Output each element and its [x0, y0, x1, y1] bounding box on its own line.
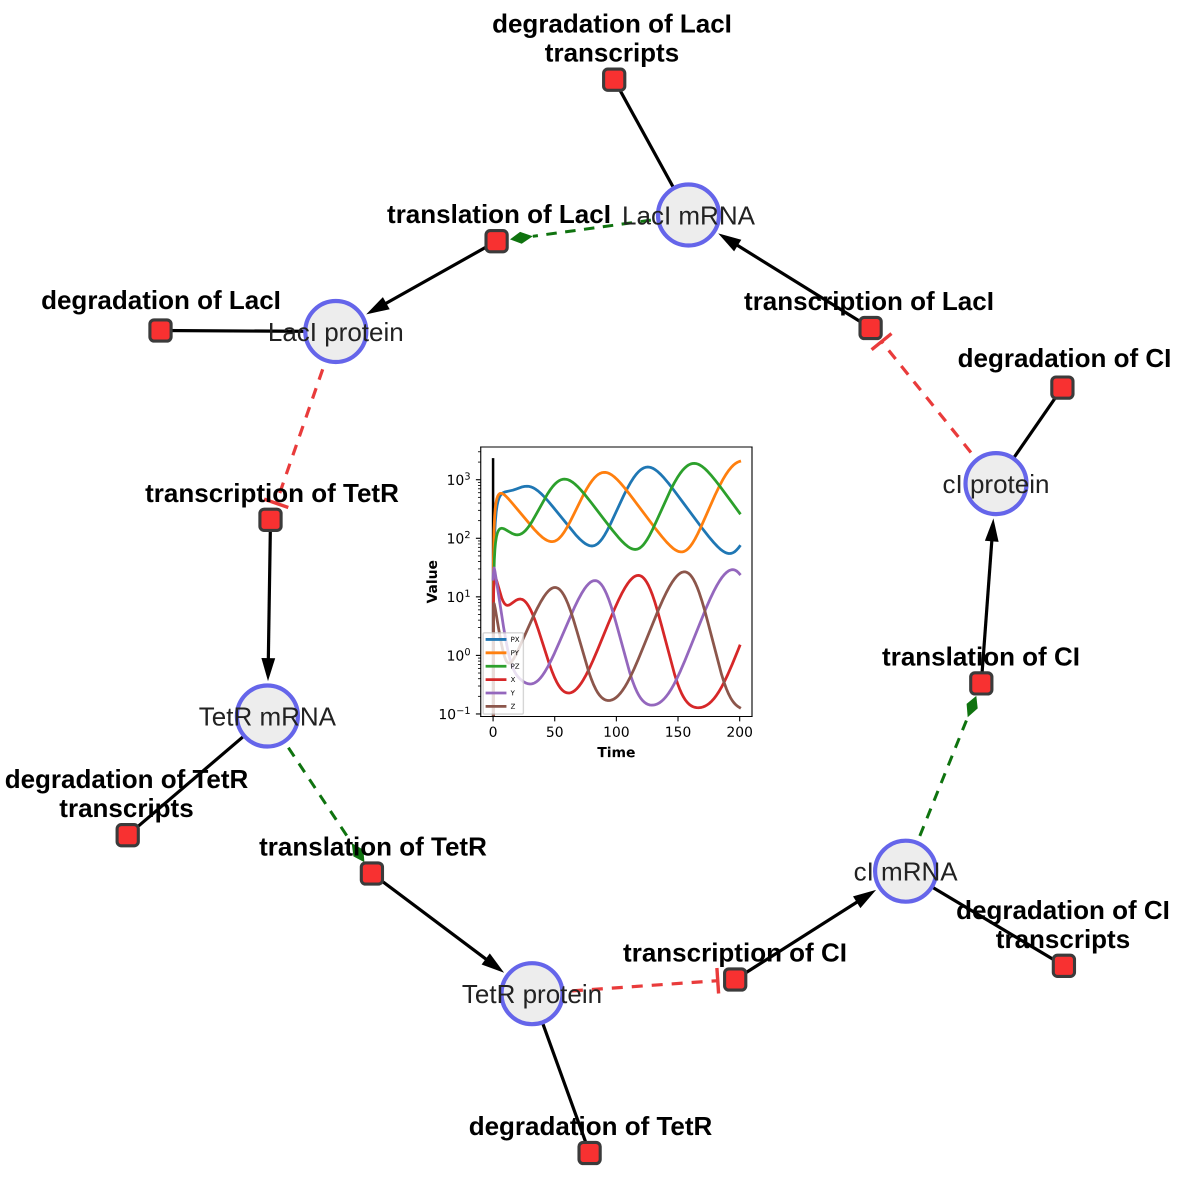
svg-text:translation of LacI: translation of LacI: [387, 199, 611, 229]
svg-text:degradation of TetR: degradation of TetR: [5, 764, 249, 794]
svg-text:translation of TetR: translation of TetR: [259, 832, 487, 862]
svg-text:transcripts: transcripts: [545, 38, 679, 68]
svg-text:transcription of CI: transcription of CI: [623, 938, 847, 968]
svg-text:TetR mRNA: TetR mRNA: [199, 702, 337, 732]
svg-text:cI protein: cI protein: [943, 469, 1050, 499]
svg-text:LacI protein: LacI protein: [268, 317, 404, 347]
svg-text:degradation of CI: degradation of CI: [956, 895, 1170, 925]
svg-text:translation of CI: translation of CI: [882, 641, 1080, 671]
svg-text:cI mRNA: cI mRNA: [854, 857, 959, 887]
svg-text:LacI mRNA: LacI mRNA: [622, 201, 756, 231]
svg-text:degradation of LacI: degradation of LacI: [492, 9, 732, 39]
svg-text:transcription of TetR: transcription of TetR: [145, 478, 399, 508]
svg-text:TetR protein: TetR protein: [462, 979, 602, 1009]
svg-text:degradation of LacI: degradation of LacI: [41, 285, 281, 315]
svg-text:transcripts: transcripts: [59, 793, 193, 823]
svg-text:degradation of TetR: degradation of TetR: [469, 1111, 713, 1141]
svg-text:transcription of LacI: transcription of LacI: [744, 286, 994, 316]
svg-text:degradation of CI: degradation of CI: [958, 343, 1172, 373]
svg-text:transcripts: transcripts: [996, 924, 1130, 954]
